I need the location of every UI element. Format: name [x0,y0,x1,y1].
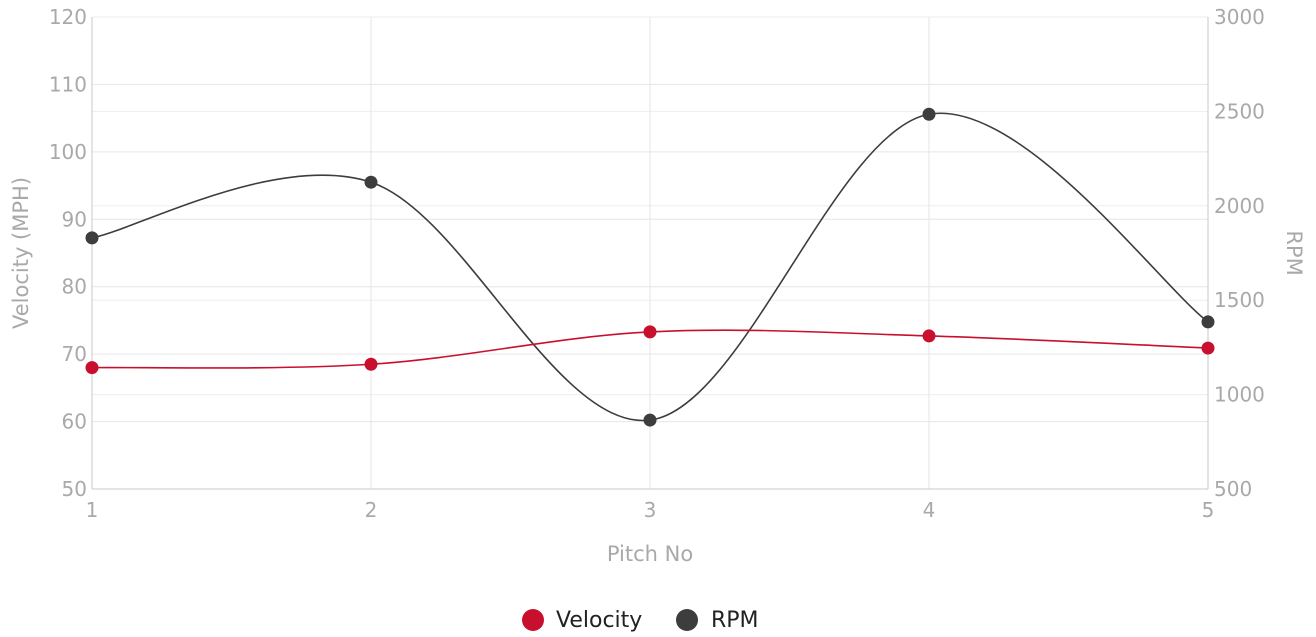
y-left-tick-label: 60 [62,410,87,434]
x-tick-label: 5 [1202,498,1215,522]
data-point-velocity[interactable] [643,325,657,339]
y-right-tick-label: 2000 [1214,194,1265,218]
data-point-rpm[interactable] [643,413,657,427]
x-tick-label: 1 [86,498,99,522]
x-tick-label: 4 [923,498,936,522]
y-right-tick-label: 3000 [1214,5,1265,29]
y-axis-left-title: Velocity (MPH) [9,177,33,329]
y-right-tick-label: 2500 [1214,99,1265,123]
axes: 50 60 70 80 90 100 110 120 500 1000 1500 2000 2500 30… [49,5,1265,522]
legend-label-velocity: Velocity [556,608,642,633]
legend: Velocity RPM [522,608,759,633]
data-point-velocity[interactable] [85,361,99,375]
data-point-velocity[interactable] [1201,341,1215,355]
data-point-velocity[interactable] [922,329,936,343]
legend-marker-velocity [522,609,544,631]
y-right-tick-label: 500 [1214,477,1252,501]
grid [91,16,1209,490]
data-point-rpm[interactable] [85,231,99,245]
y-left-tick-label: 80 [62,275,87,299]
series-line-rpm [91,112,1209,421]
y-left-tick-label: 110 [49,72,87,96]
legend-item-velocity[interactable]: Velocity [522,608,642,633]
data-point-rpm[interactable] [1201,315,1215,329]
y-left-tick-label: 100 [49,140,87,164]
y-left-tick-label: 120 [49,5,87,29]
data-point-rpm[interactable] [364,175,378,189]
series-layer [85,107,1215,427]
y-left-tick-label: 70 [62,342,87,366]
legend-item-rpm[interactable]: RPM [676,608,759,633]
y-axis-right-title: RPM [1282,230,1306,275]
x-axis-title: Pitch No [607,542,693,566]
x-tick-label: 2 [365,498,378,522]
data-point-velocity[interactable] [364,357,378,371]
y-left-tick-label: 90 [62,207,87,231]
legend-label-rpm: RPM [711,608,759,633]
legend-marker-rpm [676,609,698,631]
y-right-tick-label: 1500 [1214,288,1265,312]
y-right-tick-label: 1000 [1214,383,1265,407]
x-tick-label: 3 [644,498,657,522]
y-left-tick-label: 50 [62,477,87,501]
data-point-rpm[interactable] [922,107,936,121]
